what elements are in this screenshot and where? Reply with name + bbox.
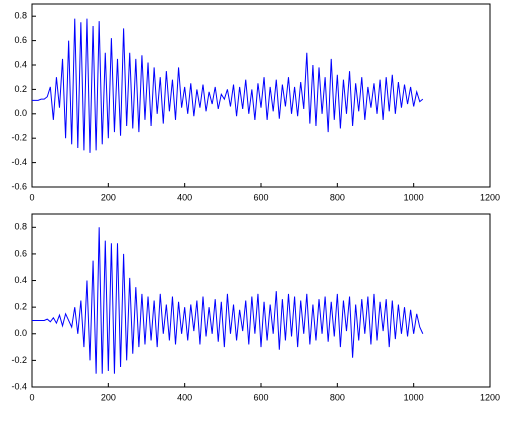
x-tick-label: 800 <box>330 392 345 402</box>
y-tick-label: 0.8 <box>14 11 27 21</box>
x-tick-label: 400 <box>177 392 192 402</box>
y-tick-label: -0.6 <box>11 181 27 191</box>
y-tick-label: 0.8 <box>14 222 27 232</box>
x-tick-label: 1200 <box>480 392 500 402</box>
y-tick-label: -0.4 <box>11 381 27 391</box>
x-tick-label: 800 <box>330 192 345 202</box>
x-tick-label: 600 <box>253 392 268 402</box>
y-tick-label: -0.4 <box>11 157 27 167</box>
y-tick-label: 0.6 <box>14 248 27 258</box>
x-tick-label: 0 <box>29 392 34 402</box>
signal-line <box>32 18 424 153</box>
plot-frame <box>31 3 491 188</box>
x-tick-label: 600 <box>253 192 268 202</box>
y-tick-label: 0.2 <box>14 302 27 312</box>
signal-line <box>32 227 424 374</box>
x-tick-label: 1200 <box>480 192 500 202</box>
x-tick-label: 1000 <box>404 392 424 402</box>
x-tick-label: 0 <box>29 192 34 202</box>
y-tick-label: 0.4 <box>14 59 27 69</box>
x-tick-label: 200 <box>101 392 116 402</box>
y-tick-label: 0.0 <box>14 108 27 118</box>
y-tick-label: -0.2 <box>11 355 27 365</box>
y-tick-label: 0.0 <box>14 328 27 338</box>
x-tick-label: 1000 <box>404 192 424 202</box>
x-tick-label: 400 <box>177 192 192 202</box>
x-tick-label: 200 <box>101 192 116 202</box>
y-tick-label: 0.4 <box>14 275 27 285</box>
y-tick-label: 0.6 <box>14 35 27 45</box>
y-tick-label: -0.2 <box>11 133 27 143</box>
y-tick-label: 0.2 <box>14 84 27 94</box>
